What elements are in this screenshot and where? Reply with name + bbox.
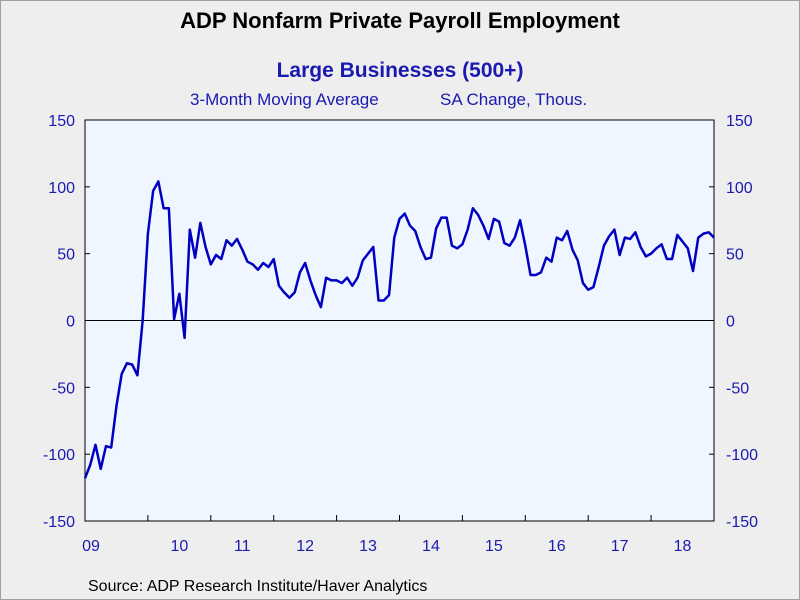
x-tick-label: 11 <box>234 538 251 555</box>
y-tick-label-right: -150 <box>726 514 758 531</box>
y-tick-label-right: 50 <box>726 247 744 264</box>
y-tick-label-left: -150 <box>43 514 75 531</box>
chart-subtitle: Large Businesses (500+) <box>276 59 524 82</box>
measure-label: 3-Month Moving Average <box>190 90 379 109</box>
x-tick-label: 10 <box>170 538 188 555</box>
series-line-0 <box>83 180 715 479</box>
x-tick-label: 18 <box>674 538 692 555</box>
y-tick-label-left: 100 <box>48 180 75 197</box>
y-tick-label-left: 0 <box>66 314 75 331</box>
x-tick-label: 14 <box>422 538 440 555</box>
y-tick-label-left: -50 <box>52 380 75 397</box>
y-tick-label-right: 150 <box>726 113 753 130</box>
x-tick-label: 12 <box>296 538 314 555</box>
x-tick-label: 16 <box>548 538 566 555</box>
x-tick-label: 15 <box>485 538 503 555</box>
x-tick-label: 09 <box>82 538 100 555</box>
units-label: SA Change, Thous. <box>440 90 588 109</box>
x-tick-label: 13 <box>359 538 377 555</box>
y-tick-label-right: -100 <box>726 447 758 464</box>
y-tick-label-left: 150 <box>48 113 75 130</box>
y-tick-label-right: 0 <box>726 314 735 331</box>
x-tick-label: 17 <box>611 538 629 555</box>
y-tick-label-right: -50 <box>726 380 749 397</box>
y-tick-label-left: 50 <box>57 247 75 264</box>
y-tick-label-left: -100 <box>43 447 75 464</box>
chart-title: ADP Nonfarm Private Payroll Employment <box>180 8 620 33</box>
y-tick-label-right: 100 <box>726 180 753 197</box>
source-note: Source: ADP Research Institute/Haver Ana… <box>88 578 428 595</box>
